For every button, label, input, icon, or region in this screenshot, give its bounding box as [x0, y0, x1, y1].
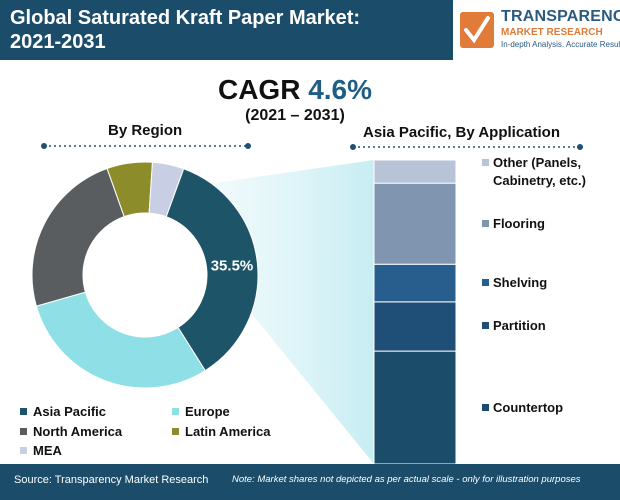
- legend-swatch: [20, 428, 27, 436]
- legend-swatch: [482, 322, 489, 330]
- logo-tagline: In-depth Analysis. Accurate Results: [501, 40, 620, 49]
- cagr-value: 4.6%: [308, 74, 373, 105]
- bar-segment-other-panels-cabinetry-etc: [373, 159, 457, 184]
- legend-item-europe: Europe: [172, 404, 230, 419]
- region-chart-title: By Region: [108, 122, 183, 139]
- divider-dot-icon: [41, 143, 47, 149]
- legend-swatch: [20, 447, 27, 455]
- logo-subtitle: MARKET RESEARCH: [501, 27, 603, 38]
- legend-swatch: [482, 158, 489, 166]
- legend-item-countertop: Countertop: [482, 399, 617, 417]
- donut-slice-asia-pacific: [165, 168, 259, 372]
- bar-segment-shelving: [373, 263, 457, 303]
- header-banner: Global Saturated Kraft Paper Market: 202…: [0, 0, 620, 60]
- cagr-label: CAGR: [217, 74, 301, 105]
- donut-data-label: 35.5%: [211, 258, 254, 275]
- bar-segment-partition: [373, 301, 457, 352]
- footer-bar: Source: Transparency Market Research Not…: [0, 464, 620, 500]
- cagr-period: (2021 – 2031): [245, 107, 345, 124]
- chart-graphics: 35.5%: [31, 143, 583, 464]
- logo-mark-icon: [460, 12, 494, 48]
- donut-slice-north-america: [31, 167, 125, 307]
- title-line-1: Global Saturated Kraft Paper Market:: [10, 7, 361, 29]
- divider-dot-icon: [245, 143, 251, 149]
- legend-label: Shelving: [493, 275, 548, 291]
- logo-name: TRANSPARENCY: [501, 8, 620, 25]
- divider-dot-icon: [577, 144, 583, 150]
- legend-item-flooring: Flooring: [482, 215, 617, 233]
- legend-swatch: [482, 403, 489, 411]
- application-stacked-bar: [373, 159, 457, 464]
- legend-label: Europe: [185, 404, 230, 419]
- note-text: Note: Market shares not depicted as per …: [232, 474, 581, 485]
- legend-label: Countertop: [493, 399, 564, 415]
- legend-label: Partition: [493, 318, 546, 334]
- legend-swatch: [172, 428, 179, 436]
- legend-label: Latin America: [185, 424, 271, 439]
- legend-label: Other (Panels, Cabinetry, etc.): [493, 154, 586, 188]
- legend-item-partition: Partition: [482, 317, 617, 335]
- legend-item-other-panels-cabinetry-etc: Other (Panels, Cabinetry, etc.): [482, 154, 617, 190]
- legend-item-asia-pacific: Asia Pacific: [20, 404, 106, 419]
- legend-swatch: [20, 408, 27, 416]
- legend-label: Asia Pacific: [33, 404, 106, 419]
- legend-item-latin-america: Latin America: [172, 424, 271, 439]
- donut-slice-mea: [148, 161, 185, 218]
- divider-dot-icon: [350, 144, 356, 150]
- legend-item-mea: MEA: [20, 443, 62, 458]
- bar-segment-flooring: [373, 182, 457, 265]
- legend-swatch: [482, 219, 489, 227]
- legend-swatch: [482, 279, 489, 287]
- title-bar: Global Saturated Kraft Paper Market: 202…: [0, 0, 453, 60]
- bar-segment-countertop: [373, 350, 457, 464]
- legend-label: MEA: [33, 443, 62, 458]
- legend-label: North America: [33, 424, 123, 439]
- company-logo: TRANSPARENCY MARKET RESEARCH In-depth An…: [458, 8, 620, 54]
- donut-slice-europe: [35, 291, 206, 389]
- title-line-2: 2021-2031: [10, 31, 106, 53]
- page-title: Global Saturated Kraft Paper Market: 202…: [10, 6, 450, 54]
- legend-label: Flooring: [493, 215, 545, 231]
- legend-item-shelving: Shelving: [482, 274, 617, 292]
- application-chart-title: Asia Pacific, By Application: [363, 124, 560, 141]
- source-text: Source: Transparency Market Research: [14, 474, 209, 486]
- region-donut-chart: 35.5%: [31, 161, 259, 389]
- legend-item-north-america: North America: [20, 424, 122, 439]
- donut-hole: [84, 214, 206, 336]
- legend-swatch: [172, 408, 179, 416]
- cagr-heading: CAGR 4.6%: [205, 74, 385, 106]
